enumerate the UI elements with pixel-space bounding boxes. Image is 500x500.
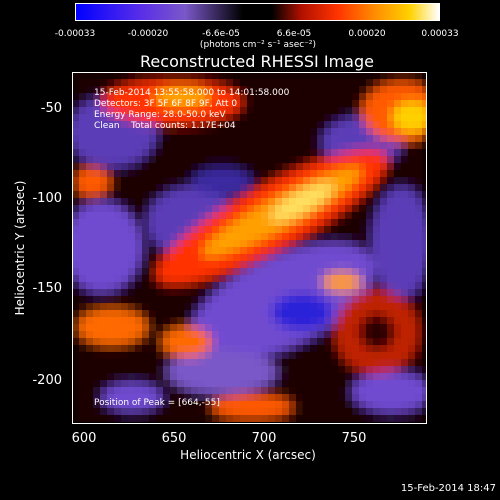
y-axis-label: Heliocentric Y (arcsec) [13, 180, 27, 316]
x-tick-label: 750 [341, 431, 367, 446]
x-tick-label: 700 [251, 431, 277, 446]
colorbar-tick: -0.00033 [54, 29, 96, 39]
energy-range-info: Energy Range: 28.0-50.0 keV [94, 110, 226, 120]
x-tick-label: 600 [71, 431, 97, 446]
y-tick-label: -200 [32, 373, 62, 388]
peak-position: Position of Peak = [664,-55] [94, 398, 220, 408]
x-tick-label: 650 [161, 431, 187, 446]
clean-total-counts: Clean Total counts: 1.17E+04 [94, 121, 236, 131]
y-tick-label: -50 [40, 101, 62, 116]
y-tick-label: -150 [32, 281, 62, 296]
colorbar-tick: 6.6e-05 [276, 29, 312, 39]
plot-timestamp: 15-Feb-2014 18:47 [400, 483, 496, 494]
reconstructed-image [72, 72, 427, 424]
colorbar-tick: 0.00020 [348, 29, 386, 39]
colorbar-units: (photons cm⁻² s⁻¹ asec⁻²) [199, 40, 317, 50]
observation-time-range: 15-Feb-2014 13:55:58.000 to 14:01:58.000 [94, 88, 290, 98]
detectors-info: Detectors: 3F 5F 6F 8F 9F, Att 0 [94, 99, 238, 109]
colorbar-tick: -0.00020 [127, 29, 169, 39]
y-tick-label: -100 [32, 191, 62, 206]
plot-title: Reconstructed RHESSI Image [140, 52, 374, 71]
colorbar-tick: -6.6e-05 [202, 29, 240, 39]
colorbar [75, 3, 440, 21]
x-axis-label: Heliocentric X (arcsec) [180, 448, 316, 462]
colorbar-tick: 0.00033 [421, 29, 459, 39]
